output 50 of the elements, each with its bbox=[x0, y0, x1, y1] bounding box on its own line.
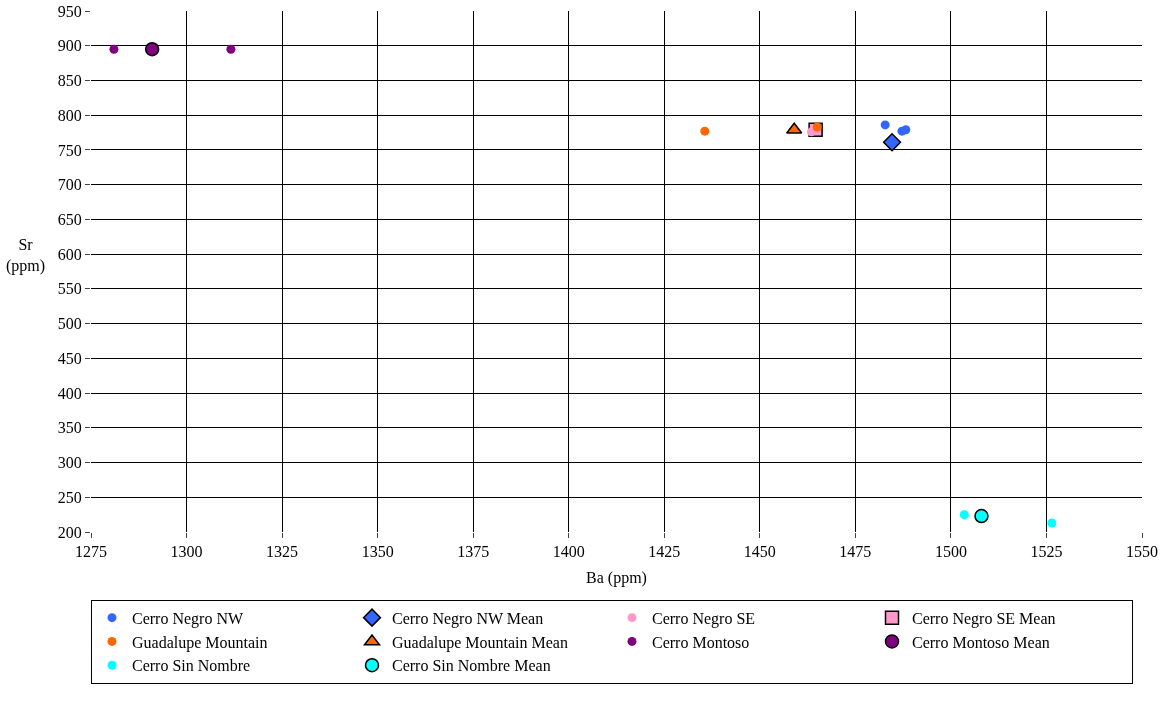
legend-label: Cerro Montoso bbox=[652, 633, 750, 651]
x-tick-label: 1275 bbox=[75, 543, 107, 561]
point bbox=[959, 510, 969, 520]
point bbox=[144, 41, 160, 57]
point bbox=[901, 125, 911, 135]
y-tick-label: 300 bbox=[57, 454, 82, 472]
x-tick-label: 1450 bbox=[743, 543, 776, 561]
y-tick-label: 900 bbox=[57, 37, 82, 55]
x-tick-label: 1325 bbox=[266, 543, 299, 561]
y-tick-label: 250 bbox=[57, 488, 82, 506]
point bbox=[226, 44, 236, 54]
y-tick-label: 650 bbox=[57, 211, 82, 228]
x-tick-label: 1425 bbox=[648, 543, 681, 561]
x-axis-title: Ba (ppm) bbox=[586, 568, 647, 587]
legend-label: Cerro Negro SE bbox=[652, 609, 756, 628]
y-tick-label: 350 bbox=[57, 419, 82, 437]
point bbox=[882, 133, 902, 152]
x-tick-label: 1300 bbox=[170, 543, 203, 561]
x-tick-label: 1350 bbox=[361, 543, 394, 561]
y-tick-label: 500 bbox=[57, 315, 82, 333]
x-tick-label: 1375 bbox=[457, 543, 490, 561]
legend-label: Cerro Sin Nombre Mean bbox=[392, 657, 551, 675]
y-axis-title: Sr (ppm) bbox=[6, 236, 46, 275]
x-tick-label: 1475 bbox=[839, 543, 872, 561]
y-tick-label: 750 bbox=[57, 141, 82, 159]
legend-label: Cerro Negro NW bbox=[132, 609, 244, 628]
point bbox=[1047, 518, 1057, 528]
y-tick-label: 450 bbox=[57, 349, 82, 367]
point bbox=[109, 44, 119, 54]
legend-label: Guadalupe Mountain Mean bbox=[392, 633, 568, 652]
y-tick-label: 600 bbox=[57, 245, 82, 263]
x-tick-label: 1500 bbox=[934, 543, 967, 561]
y-tick-label: 400 bbox=[57, 384, 82, 402]
x-tick-label: 1550 bbox=[1126, 543, 1158, 561]
legend-label: Cerro Negro SE Mean bbox=[912, 609, 1056, 628]
y-tick-label: 550 bbox=[57, 280, 82, 298]
y-tick-label: 850 bbox=[57, 72, 82, 90]
legend-label: Cerro Negro NW Mean bbox=[392, 609, 544, 628]
y-tick-label: 200 bbox=[57, 523, 82, 541]
legend-label: Cerro Sin Nombre bbox=[132, 657, 251, 675]
y-tick-label: 800 bbox=[57, 106, 82, 124]
x-tick-label: 1400 bbox=[552, 543, 585, 561]
point bbox=[880, 120, 890, 130]
point bbox=[700, 126, 710, 136]
point bbox=[974, 508, 989, 524]
legend-label: Cerro Montoso Mean bbox=[912, 633, 1050, 651]
legend-label: Guadalupe Mountain bbox=[132, 633, 268, 652]
y-tick-label: 950 bbox=[57, 2, 82, 20]
y-tick-label: 700 bbox=[57, 176, 82, 194]
x-tick-label: 1525 bbox=[1030, 543, 1063, 561]
